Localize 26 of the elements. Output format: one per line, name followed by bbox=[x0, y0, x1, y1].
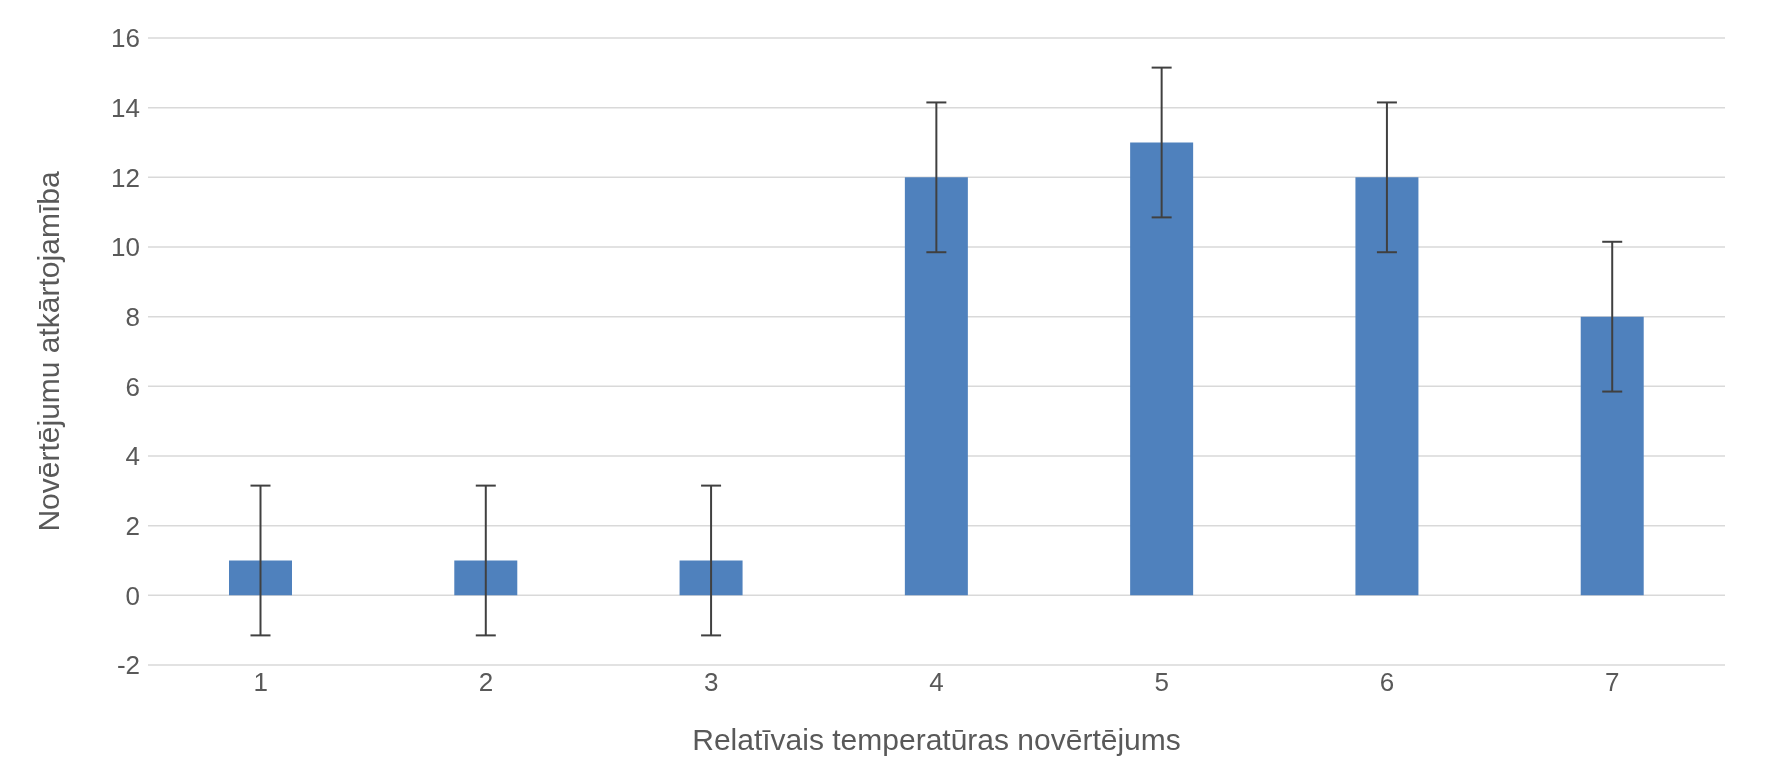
y-tick-label: 16 bbox=[111, 23, 140, 54]
bar bbox=[904, 177, 968, 596]
x-tick-label: 2 bbox=[478, 667, 494, 698]
bar bbox=[679, 560, 743, 596]
x-tick-label: 7 bbox=[1605, 667, 1620, 698]
y-tick-label: 14 bbox=[111, 92, 140, 123]
y-axis-title: Novērtējumu atkārtojamība bbox=[31, 171, 65, 532]
bar bbox=[454, 560, 518, 596]
bar bbox=[1580, 316, 1644, 596]
x-tick-label: 3 bbox=[703, 667, 719, 698]
bar bbox=[1355, 177, 1419, 596]
x-axis-title: Relatīvais temperatūras novērtējums bbox=[692, 723, 1181, 756]
y-tick-label: 12 bbox=[111, 162, 140, 193]
y-tick-label: 2 bbox=[125, 510, 140, 541]
x-tick-label: 6 bbox=[1379, 667, 1395, 698]
bar bbox=[1130, 142, 1194, 596]
y-tick-label: 8 bbox=[125, 301, 140, 332]
y-tick-label: 6 bbox=[125, 371, 140, 402]
y-tick-label: 4 bbox=[125, 441, 140, 472]
x-tick-label: 5 bbox=[1154, 667, 1170, 698]
y-tick-label: 10 bbox=[111, 232, 140, 263]
y-tick-label: -2 bbox=[116, 650, 140, 681]
bar bbox=[229, 560, 292, 596]
y-tick-label: 0 bbox=[125, 580, 140, 611]
x-tick-label: 4 bbox=[929, 667, 944, 698]
x-tick-label: 1 bbox=[253, 667, 268, 698]
